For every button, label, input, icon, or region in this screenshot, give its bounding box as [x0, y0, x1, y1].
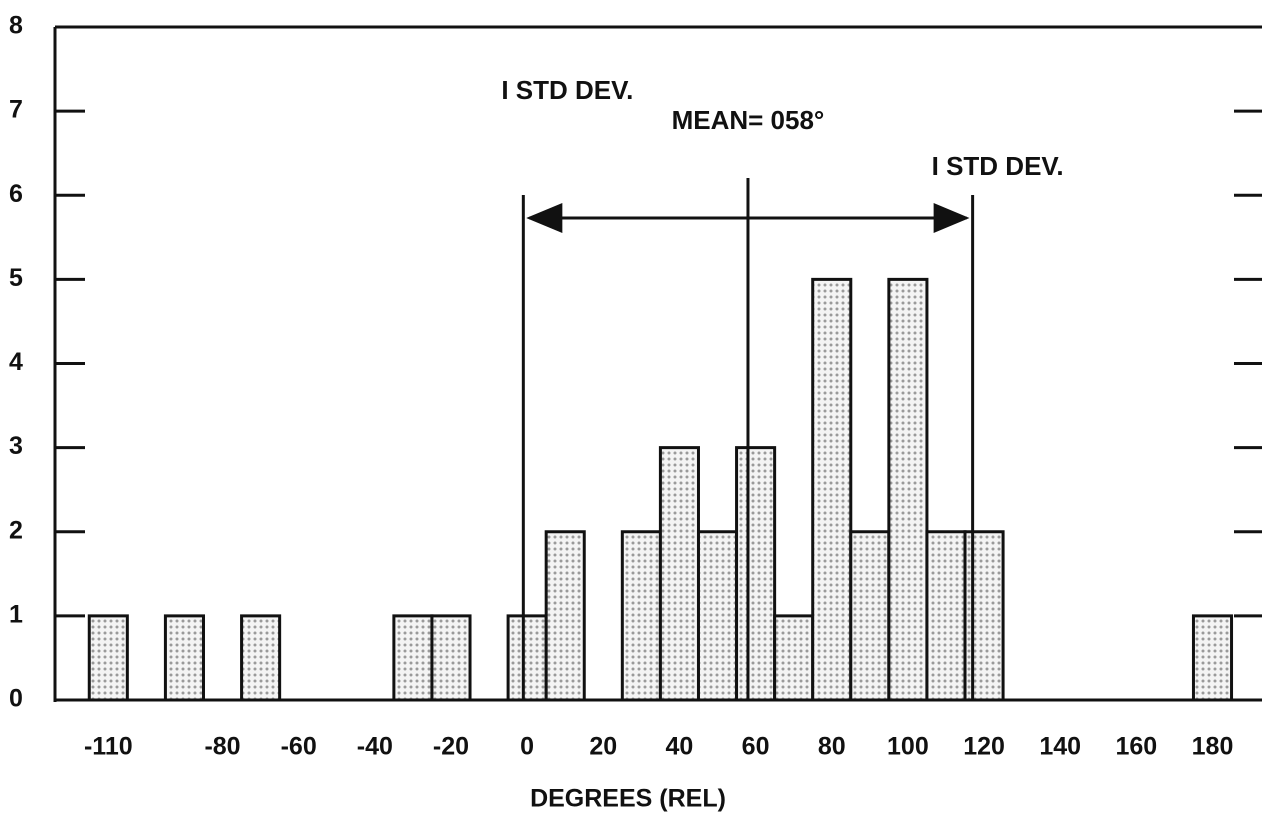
x-tick-label: 80 [818, 733, 846, 761]
bar [849, 530, 891, 702]
bar [620, 530, 662, 702]
x-tick-label: 60 [742, 733, 770, 761]
bar [887, 277, 929, 702]
bar [87, 614, 129, 702]
x-tick-label: 40 [666, 733, 694, 761]
annotation-text: MEAN= 058° [672, 105, 825, 135]
bar [1191, 614, 1234, 702]
bar [658, 446, 700, 702]
annotation-text: I STD DEV. [932, 151, 1064, 181]
bar [544, 530, 586, 702]
x-tick-label: -80 [204, 733, 240, 761]
bar [773, 614, 815, 702]
annotation-text: I STD DEV. [501, 75, 633, 105]
y-tick-label: 0 [9, 685, 23, 713]
x-tick-label: 100 [887, 733, 929, 761]
y-tick-label: 5 [9, 264, 23, 292]
x-tick-label: -20 [433, 733, 469, 761]
bar [735, 446, 777, 702]
bar [811, 277, 853, 702]
y-tick-label: 1 [9, 600, 23, 628]
bar [392, 614, 434, 702]
bar [963, 530, 1005, 702]
y-tick-label: 4 [9, 348, 23, 376]
x-tick-label: 160 [1115, 733, 1157, 761]
y-tick-label: 3 [9, 432, 23, 460]
bar [240, 614, 282, 702]
x-tick-label: 140 [1039, 733, 1081, 761]
y-tick-label: 2 [9, 516, 23, 544]
bar [506, 614, 548, 702]
y-tick-label: 8 [9, 12, 23, 40]
bar [430, 614, 472, 702]
bar [925, 530, 967, 702]
x-axis-label: DEGREES (REL) [530, 785, 726, 813]
x-tick-label: 180 [1192, 733, 1234, 761]
bar [163, 614, 205, 702]
x-tick-label: -110 [84, 733, 133, 761]
x-tick-label: 120 [963, 733, 1005, 761]
x-tick-label: -60 [281, 733, 317, 761]
y-tick-label: 7 [9, 96, 23, 124]
x-tick-label: -40 [357, 733, 393, 761]
x-tick-label: 0 [520, 733, 534, 761]
x-tick-label: 20 [589, 733, 617, 761]
y-tick-label: 6 [9, 180, 23, 208]
bar [696, 530, 739, 702]
